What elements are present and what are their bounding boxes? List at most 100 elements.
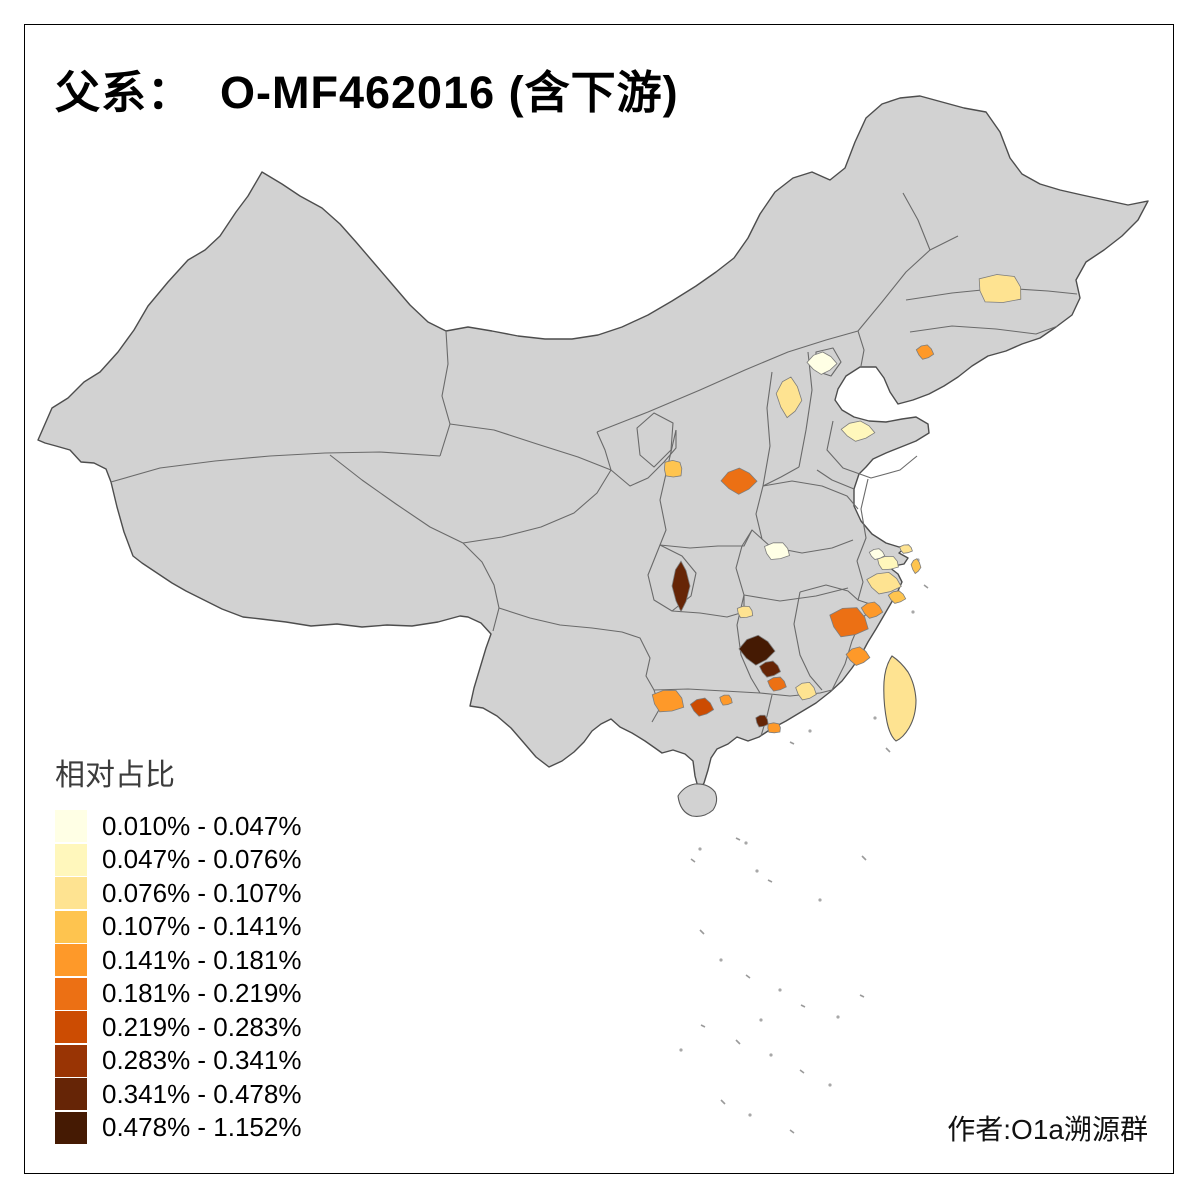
- legend-swatch: [55, 877, 87, 909]
- islet-mark: [789, 741, 795, 745]
- legend-entry: 0.107% - 0.141%: [55, 910, 302, 943]
- highlighted-region: [868, 548, 886, 560]
- highlighted-region: [806, 351, 838, 375]
- legend: 相对占比 0.010% - 0.047% 0.047% - 0.076% 0.076…: [55, 750, 301, 1145]
- islet-dot: [873, 716, 877, 720]
- islet-mark: [859, 994, 865, 998]
- highlighted-region: [767, 676, 787, 692]
- highlighted-region: [840, 420, 876, 442]
- highlighted-region: [978, 274, 1022, 303]
- islet-mark: [885, 747, 891, 753]
- highlighted-region: [915, 344, 935, 360]
- highlighted-region: [910, 558, 922, 575]
- legend-swatch: [55, 810, 87, 842]
- highlighted-region: [866, 571, 902, 595]
- highlighted-region: [720, 467, 758, 495]
- legend-swatch: [55, 944, 87, 976]
- islet-dot: [808, 729, 812, 733]
- legend-label: 0.181% - 0.219%: [102, 978, 302, 1008]
- islet-mark: [699, 929, 705, 935]
- islet-dot: [755, 869, 759, 873]
- legend-title: 相对占比: [55, 759, 175, 792]
- islet-mark: [700, 1024, 706, 1028]
- highlighted-region: [775, 376, 803, 419]
- highlighted-region: [663, 459, 683, 478]
- islet-dot: [759, 1018, 763, 1022]
- legend-label: 0.141% - 0.181%: [102, 944, 302, 975]
- highlighted-region: [795, 681, 817, 701]
- highlighted-region: [671, 560, 691, 613]
- islet-mark: [735, 1039, 741, 1045]
- highlighted-region: [899, 544, 913, 554]
- islet-dot: [679, 1048, 683, 1052]
- islet-dot: [698, 847, 702, 851]
- islet-mark: [799, 1069, 805, 1074]
- highlighted-region: [845, 646, 871, 666]
- legend-swatch: [55, 1111, 87, 1144]
- islet-mark: [690, 858, 696, 863]
- legend-label: 0.478% - 1.152%: [102, 1112, 302, 1142]
- highlighted-region: [758, 660, 782, 678]
- highlighted-region: [651, 689, 685, 713]
- islet-dot: [818, 898, 822, 902]
- map-title: 父系： O-MF462016 (含下游): [55, 67, 679, 118]
- islet-mark: [720, 1099, 726, 1105]
- legend-label: 0.010% - 0.047%: [102, 810, 302, 841]
- islet-dot: [828, 1083, 832, 1087]
- legend-swatch: [55, 910, 87, 943]
- legend-swatch: [55, 1044, 87, 1077]
- legend-label: 0.283% - 0.341%: [102, 1045, 302, 1075]
- legend-swatch: [55, 1011, 87, 1043]
- legend-label: 0.076% - 0.107%: [102, 877, 302, 908]
- legend-entry: 0.478% - 1.152%: [55, 1111, 302, 1144]
- islet-dot: [719, 958, 723, 962]
- author-credit: 作者:O1a溯源群: [947, 1114, 1148, 1145]
- islet-mark: [923, 584, 929, 589]
- islet-dot: [836, 1015, 840, 1019]
- province-borders: [110, 192, 1078, 737]
- highlighted-region: [689, 697, 715, 717]
- legend-label: 0.341% - 0.478%: [102, 1078, 302, 1109]
- highlighted-region: [755, 714, 769, 728]
- legend-entry: 0.076% - 0.107%: [55, 877, 301, 909]
- islet-mark: [800, 1004, 806, 1008]
- islet-mark: [735, 837, 741, 841]
- legend-swatch: [55, 1078, 87, 1110]
- islet-mark: [745, 974, 751, 979]
- highlighted-region: [719, 694, 733, 706]
- legend-swatch: [55, 843, 87, 876]
- highlighted-region: [738, 634, 776, 666]
- legend-entry: 0.341% - 0.478%: [55, 1078, 301, 1110]
- islet-dot: [769, 1053, 773, 1057]
- islet-dot: [748, 1113, 752, 1117]
- legend-swatch: [55, 977, 87, 1010]
- highlighted-region: [829, 607, 869, 638]
- legend-entries: 0.010% - 0.047% 0.047% - 0.076% 0.076% - 0…: [55, 810, 301, 1144]
- highlighted-prefectures: [651, 274, 1022, 734]
- islet-dot: [744, 841, 748, 845]
- highlighted-region: [736, 605, 754, 619]
- legend-entry: 0.283% - 0.341%: [55, 1044, 302, 1077]
- taiwan-island: [883, 655, 917, 742]
- legend-entry: 0.181% - 0.219%: [55, 977, 302, 1010]
- legend-entry: 0.047% - 0.076%: [55, 843, 302, 876]
- highlighted-region: [764, 542, 790, 560]
- islet-mark: [861, 855, 867, 861]
- legend-label: 0.047% - 0.076%: [102, 844, 302, 874]
- legend-entry: 0.010% - 0.047%: [55, 810, 301, 842]
- islet-mark: [767, 879, 773, 883]
- islet-dot: [778, 988, 782, 992]
- legend-label: 0.219% - 0.283%: [102, 1011, 302, 1042]
- hainan-island: [677, 783, 718, 817]
- legend-entry: 0.219% - 0.283%: [55, 1011, 301, 1043]
- mainland-outline: [37, 95, 1149, 792]
- islet-mark: [789, 1129, 795, 1134]
- highlighted-region: [877, 555, 899, 571]
- highlighted-region: [767, 722, 781, 734]
- legend-label: 0.107% - 0.141%: [102, 911, 302, 941]
- highlighted-region: [887, 590, 907, 604]
- highlighted-region: [860, 601, 884, 619]
- islet-dot: [911, 610, 915, 614]
- legend-entry: 0.141% - 0.181%: [55, 944, 301, 976]
